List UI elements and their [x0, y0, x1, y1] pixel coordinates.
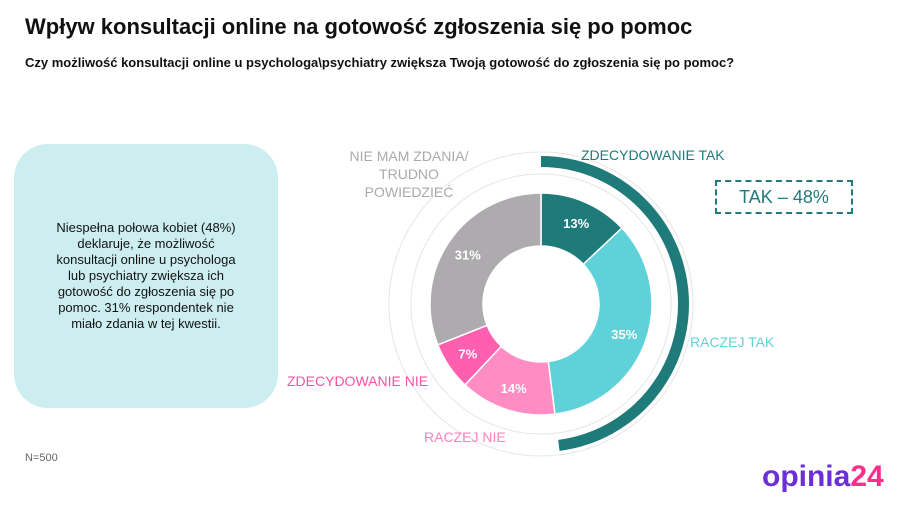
- summary-note: Niespełna połowa kobiet (48%) deklaruje,…: [14, 144, 278, 408]
- page-title: Wpływ konsultacji online na gotowość zgł…: [25, 14, 693, 39]
- legend-label-3: ZDECYDOWANIE NIE: [287, 373, 429, 389]
- donut-slice-1: [547, 226, 653, 415]
- outer-guide-ring: [388, 151, 694, 457]
- legend-label-4: NIE MAM ZDANIA/ TRUDNO POWIEDZIEĆ: [349, 148, 469, 200]
- opinia24-logo: opinia24: [762, 460, 884, 494]
- logo-accent: 24: [850, 460, 884, 493]
- slice-label-1: 35%: [611, 327, 637, 342]
- slice-label-4: 31%: [455, 247, 481, 262]
- inner-guide-ring: [410, 173, 672, 435]
- legend-label-0: ZDECYDOWANIE TAK: [581, 147, 725, 163]
- sample-size: N=500: [25, 452, 58, 464]
- slice-label-2: 14%: [501, 381, 527, 396]
- page-subtitle: Czy możliwość konsultacji online u psych…: [25, 55, 735, 70]
- logo-main: opinia: [762, 460, 851, 493]
- slice-label-0: 13%: [563, 216, 589, 231]
- legend-label-2: RACZEJ NIE: [424, 429, 506, 445]
- tak-summary-box: TAK – 48%: [715, 180, 853, 214]
- legend-label-1: RACZEJ TAK: [690, 334, 775, 350]
- donut-slice-4: [429, 192, 542, 346]
- summary-note-text: Niespełna połowa kobiet (48%) deklaruje,…: [56, 220, 236, 331]
- slice-label-3: 7%: [458, 347, 477, 362]
